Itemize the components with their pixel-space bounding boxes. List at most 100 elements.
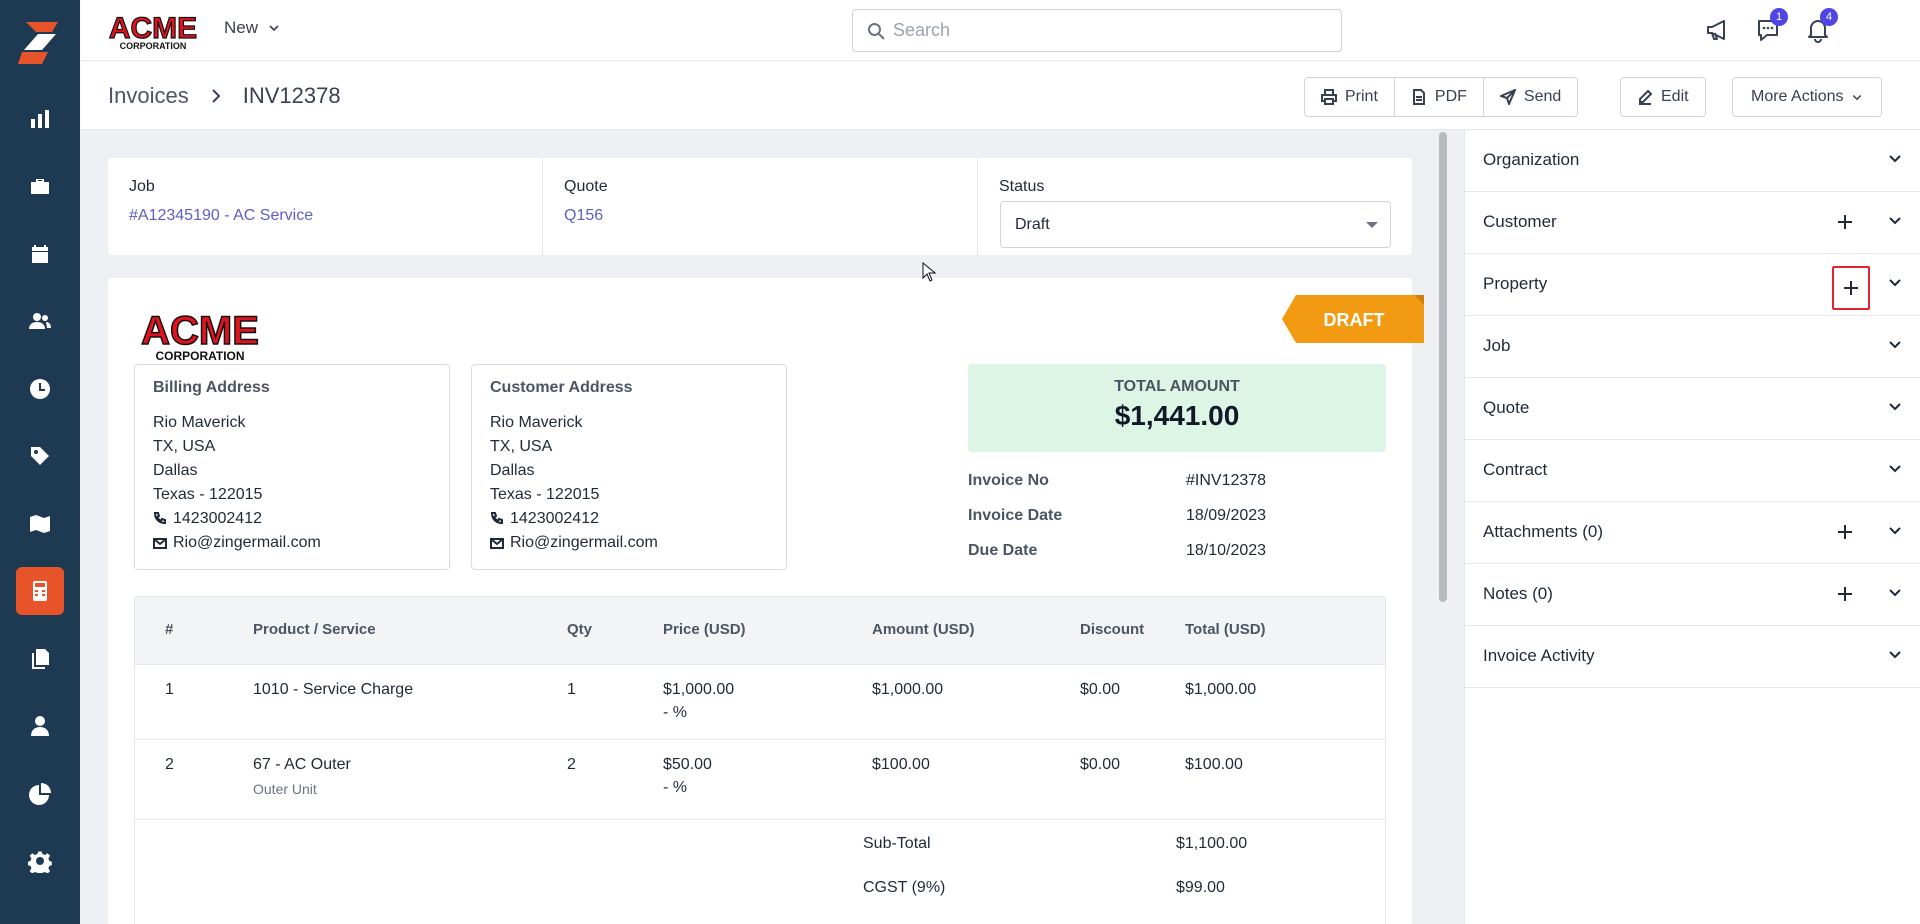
add-property-button[interactable]	[1832, 266, 1870, 310]
section-organization[interactable]: Organization	[1465, 130, 1920, 192]
customer-phone: 1423002412	[510, 510, 599, 527]
chevron-down-icon	[269, 25, 279, 32]
new-label: New	[224, 18, 259, 37]
chevron-down-icon[interactable]	[1888, 214, 1902, 228]
breadcrumb: Invoices INV12378	[108, 83, 341, 109]
chevron-down-icon[interactable]	[1888, 338, 1902, 352]
announcements-button[interactable]	[1702, 14, 1734, 46]
sidebar-item-team[interactable]	[16, 702, 64, 750]
add-customer-button[interactable]	[1831, 208, 1859, 236]
edit-icon	[1639, 89, 1653, 105]
pdf-button[interactable]: PDF	[1393, 78, 1483, 116]
status-select[interactable]: Draft	[1000, 201, 1391, 248]
invoice-info-card: Job #A12345190 - AC Service Quote Q156 S…	[108, 158, 1412, 255]
invoice-date-row: Invoice Date 18/09/2023	[968, 507, 1388, 525]
chevron-down-icon[interactable]	[1888, 462, 1902, 476]
section-customer[interactable]: Customer	[1465, 192, 1920, 254]
sidebar-item-map[interactable]	[16, 500, 64, 548]
customer-state: Texas - 122015	[490, 486, 600, 503]
sidebar-item-reports[interactable]	[16, 770, 64, 818]
section-label: Attachments (0)	[1483, 522, 1603, 541]
print-label: Print	[1345, 88, 1378, 105]
new-dropdown[interactable]: New	[224, 18, 280, 38]
chevron-right-icon	[212, 89, 221, 103]
more-actions-button[interactable]: More Actions	[1733, 78, 1882, 116]
sidebar-item-timesheet[interactable]	[16, 365, 64, 413]
row-divider	[135, 819, 1385, 820]
print-button[interactable]: Print	[1305, 78, 1394, 116]
quote-link[interactable]: Q156	[564, 207, 604, 224]
cgst-label: CGST (9%)	[863, 879, 946, 896]
search-placeholder: Search	[893, 20, 951, 40]
messages-button[interactable]: 1	[1752, 8, 1788, 46]
chevron-down-icon[interactable]	[1888, 524, 1902, 538]
section-quote[interactable]: Quote	[1465, 378, 1920, 440]
row2-price-pct: - %	[663, 779, 687, 796]
quote-field: Quote Q156	[542, 158, 977, 255]
main-scrollbar[interactable]	[1439, 132, 1447, 602]
col-product: Product / Service	[253, 621, 376, 638]
section-attachments[interactable]: Attachments (0)	[1465, 502, 1920, 564]
svg-text:ACME: ACME	[141, 309, 259, 353]
phone-icon	[153, 512, 166, 525]
sidebar-item-jobs[interactable]	[16, 162, 64, 210]
due-date-value: 18/10/2023	[1186, 542, 1267, 559]
cgst-value: $99.00	[1176, 879, 1225, 896]
app-logo-icon[interactable]	[18, 20, 62, 66]
sidebar-item-documents[interactable]	[16, 635, 64, 683]
sidebar-item-invoices[interactable]	[16, 567, 64, 615]
subtotal-label: Sub-Total	[863, 835, 931, 852]
col-qty: Qty	[567, 621, 593, 638]
chevron-down-icon[interactable]	[1888, 648, 1902, 662]
sidebar-item-customers[interactable]	[16, 297, 64, 345]
messages-badge: 1	[1770, 8, 1788, 26]
printer-icon	[1321, 89, 1337, 105]
breadcrumb-invoices[interactable]: Invoices	[108, 83, 189, 108]
more-actions-label: More Actions	[1751, 88, 1844, 105]
notifications-button[interactable]: 4	[1802, 8, 1838, 46]
section-notes[interactable]: Notes (0)	[1465, 564, 1920, 626]
search-input[interactable]: Search	[852, 9, 1342, 52]
invoice-company-logo: ACME CORPORATION	[140, 308, 259, 363]
chevron-down-icon[interactable]	[1888, 586, 1902, 600]
section-label: Notes (0)	[1483, 584, 1553, 603]
row1-price: $1,000.00	[663, 681, 735, 698]
billing-address-title: Billing Address	[153, 379, 270, 396]
invoice-no-label: Invoice No	[968, 472, 1049, 489]
customer-email: Rio@zingermail.com	[510, 534, 658, 551]
edit-button[interactable]: Edit	[1621, 78, 1705, 116]
send-label: Send	[1523, 88, 1562, 105]
sidebar-item-dashboard[interactable]	[16, 95, 64, 143]
row1-price-pct: - %	[663, 704, 687, 721]
sidebar-item-pricebook[interactable]	[16, 432, 64, 480]
add-attachment-button[interactable]	[1831, 518, 1859, 546]
chevron-down-icon[interactable]	[1888, 400, 1902, 414]
mail-icon	[153, 538, 167, 549]
search-icon	[868, 23, 885, 40]
total-amount-value: $1,441.00	[1114, 400, 1240, 431]
sidebar-item-settings[interactable]	[16, 837, 64, 885]
job-link[interactable]: #A12345190 - AC Service	[129, 207, 314, 224]
row1-amount: $1,000.00	[872, 681, 944, 698]
file-icon	[1412, 89, 1425, 105]
add-note-button[interactable]	[1831, 580, 1859, 608]
plus-icon	[1838, 215, 1852, 229]
customer-address-card: Customer Address Rio Maverick TX, USA Da…	[471, 364, 787, 570]
chevron-down-icon[interactable]	[1888, 152, 1902, 166]
invoice-date-label: Invoice Date	[968, 507, 1063, 524]
section-job[interactable]: Job	[1465, 316, 1920, 378]
quote-label: Quote	[564, 178, 608, 195]
row-divider	[135, 739, 1385, 740]
row1-product: 1010 - Service Charge	[253, 681, 414, 698]
send-button[interactable]: Send	[1482, 78, 1578, 116]
section-contract[interactable]: Contract	[1465, 440, 1920, 502]
section-property[interactable]: Property	[1465, 254, 1920, 316]
sidebar-item-calendar[interactable]	[16, 230, 64, 278]
customer-name: Rio Maverick	[490, 414, 583, 431]
billing-name: Rio Maverick	[153, 414, 246, 431]
company-logo[interactable]: ACME CORPORATION	[108, 10, 198, 52]
chevron-down-icon[interactable]	[1888, 276, 1902, 290]
section-invoice-activity[interactable]: Invoice Activity	[1465, 626, 1920, 688]
subtotal-value: $1,100.00	[1176, 835, 1248, 852]
customer-city: Dallas	[490, 462, 535, 479]
